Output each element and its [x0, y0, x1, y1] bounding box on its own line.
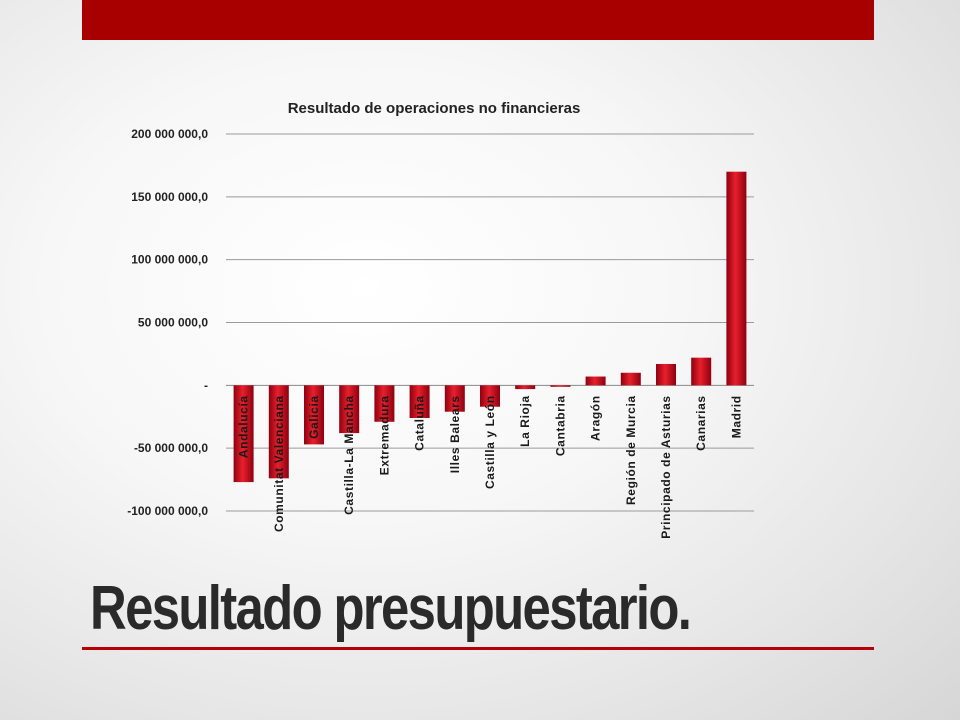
bar — [409, 385, 430, 419]
category-label: Comunitat Valenciana — [272, 395, 286, 532]
bar — [726, 171, 747, 386]
chart-title: Resultado de operaciones no financieras — [288, 100, 581, 117]
category-label: Andalucía — [237, 395, 251, 458]
bar — [620, 372, 641, 386]
category-label: Cantabria — [553, 395, 567, 456]
category-label: Principado de Asturias — [659, 395, 673, 538]
y-tick-label: 50 000 000,0 — [138, 316, 208, 330]
category-label: Castilla-La Mancha — [342, 395, 356, 515]
slide-title: Resultado presupuestario. — [90, 574, 692, 643]
bar — [374, 385, 395, 422]
category-label: Galicia — [307, 395, 321, 439]
bar — [444, 385, 465, 412]
category-label: Aragón — [589, 395, 603, 441]
bar — [550, 385, 571, 387]
bar — [585, 376, 606, 386]
bar — [339, 385, 360, 434]
category-label: Castilla y León — [483, 395, 497, 489]
category-label: Madrid — [729, 395, 743, 438]
y-tick-label: 200 000 000,0 — [131, 127, 208, 141]
category-label: Illes Balears — [448, 395, 462, 473]
y-tick-label: -100 000 000,0 — [127, 504, 208, 518]
bar — [480, 385, 500, 407]
y-tick-label: -50 000 000,0 — [134, 441, 208, 455]
bar — [691, 357, 712, 386]
category-label: Cataluña — [413, 395, 427, 450]
category-label: Región de Murcia — [624, 395, 638, 505]
y-axis-tick-labels: 200 000 000,0 150 000 000,0 100 000 000,0 5… — [127, 127, 208, 518]
bar — [304, 385, 324, 445]
category-labels: Andalucía Comunitat Valenciana Galicia Cast… — [237, 395, 744, 538]
top-accent-bar — [82, 0, 874, 40]
bar — [656, 363, 676, 386]
y-tick-label: 150 000 000,0 — [131, 190, 208, 204]
bottom-rule — [82, 647, 874, 650]
category-label: La Rioja — [518, 395, 532, 446]
bar — [268, 385, 289, 479]
bar — [233, 385, 254, 483]
bars — [233, 171, 747, 483]
bar — [515, 385, 536, 390]
y-tick-label: - — [204, 378, 208, 392]
category-label: Canarias — [694, 395, 708, 451]
y-tick-label: 100 000 000,0 — [131, 253, 208, 267]
category-label: Extremadura — [377, 395, 391, 475]
